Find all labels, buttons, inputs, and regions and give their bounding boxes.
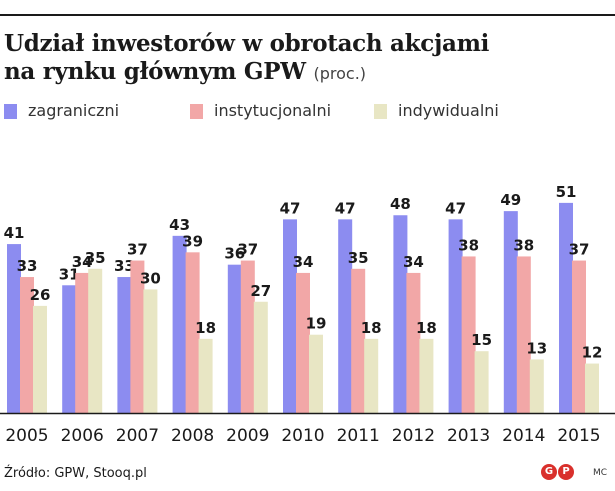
bar-instytucjonalni-2011 bbox=[351, 268, 366, 413]
value-label-instytucjonalni-2015: 37 bbox=[569, 241, 590, 259]
bar-chart: 4133262005313435200633373020074339182008… bbox=[0, 183, 615, 446]
bar-indywidualni-2007 bbox=[143, 289, 158, 413]
value-label-indywidualni-2008: 18 bbox=[195, 319, 216, 337]
logo-letter-g: G bbox=[541, 464, 557, 480]
legend-label-zagraniczni: zagraniczni bbox=[28, 101, 120, 120]
bar-zagraniczni-2008 bbox=[172, 235, 187, 413]
bar-instytucjonalni-2010 bbox=[296, 272, 310, 413]
value-label-instytucjonalni-2009: 37 bbox=[237, 241, 258, 259]
bar-indywidualni-2015 bbox=[585, 363, 599, 413]
value-label-zagraniczni-2008: 43 bbox=[169, 216, 190, 234]
value-label-indywidualni-2012: 18 bbox=[416, 319, 437, 337]
value-label-zagraniczni-2005: 41 bbox=[4, 224, 25, 242]
value-label-indywidualni-2013: 15 bbox=[471, 331, 492, 349]
bar-zagraniczni-2012 bbox=[393, 215, 408, 413]
value-label-instytucjonalni-2006: 34 bbox=[72, 253, 93, 271]
bar-zagraniczni-2013 bbox=[448, 219, 463, 413]
bar-instytucjonalni-2005 bbox=[20, 277, 34, 413]
value-label-zagraniczni-2007: 33 bbox=[114, 257, 135, 275]
legend: zagraniczni instytucjonalni indywidualni bbox=[4, 101, 604, 121]
x-tick-label-2009: 2009 bbox=[226, 426, 269, 446]
value-label-indywidualni-2015: 12 bbox=[582, 344, 603, 362]
x-tick-label-2011: 2011 bbox=[337, 426, 380, 446]
bar-indywidualni-2010 bbox=[309, 334, 323, 413]
bar-instytucjonalni-2013 bbox=[461, 256, 476, 413]
x-tick-label-2014: 2014 bbox=[502, 426, 545, 446]
value-label-indywidualni-2009: 27 bbox=[250, 282, 271, 300]
bar-instytucjonalni-2006 bbox=[75, 272, 90, 413]
value-label-instytucjonalni-2013: 38 bbox=[458, 236, 479, 254]
bar-zagraniczni-2014 bbox=[503, 211, 518, 413]
bar-indywidualni-2011 bbox=[364, 338, 379, 413]
value-label-zagraniczni-2006: 31 bbox=[59, 265, 80, 283]
value-label-instytucjonalni-2010: 34 bbox=[293, 253, 314, 271]
bar-indywidualni-2005 bbox=[33, 305, 47, 413]
x-tick-label-2013: 2013 bbox=[447, 426, 490, 446]
logo-letter-p: P bbox=[558, 464, 574, 480]
title-line-1: Udział inwestorów w obrotach akcjami bbox=[4, 30, 490, 57]
value-label-instytucjonalni-2012: 34 bbox=[403, 253, 424, 271]
x-tick-label-2006: 2006 bbox=[61, 426, 104, 446]
bar-instytucjonalni-2015 bbox=[572, 260, 586, 413]
bar-instytucjonalni-2008 bbox=[185, 252, 200, 413]
author-signature: MC bbox=[593, 468, 608, 478]
value-label-indywidualni-2006: 35 bbox=[85, 249, 106, 267]
title-unit: (proc.) bbox=[313, 64, 367, 83]
value-label-zagraniczni-2011: 47 bbox=[335, 199, 356, 217]
value-label-zagraniczni-2009: 36 bbox=[224, 245, 245, 263]
value-label-instytucjonalni-2014: 38 bbox=[513, 236, 534, 254]
bar-zagraniczni-2009 bbox=[227, 264, 242, 413]
bar-zagraniczni-2005 bbox=[7, 244, 21, 413]
bar-indywidualni-2012 bbox=[419, 338, 434, 413]
bar-zagraniczni-2007 bbox=[117, 277, 132, 413]
value-label-zagraniczni-2013: 47 bbox=[445, 199, 466, 217]
bar-instytucjonalni-2014 bbox=[516, 256, 531, 413]
value-label-indywidualni-2014: 13 bbox=[526, 339, 547, 357]
chart-title: Udział inwestorów w obrotach akcjami na … bbox=[4, 30, 604, 88]
value-label-indywidualni-2010: 19 bbox=[306, 315, 327, 333]
value-label-instytucjonalni-2007: 37 bbox=[127, 241, 148, 259]
x-tick-label-2010: 2010 bbox=[281, 426, 324, 446]
value-label-indywidualni-2007: 30 bbox=[140, 269, 161, 287]
value-label-instytucjonalni-2005: 33 bbox=[17, 257, 38, 275]
x-tick-label-2005: 2005 bbox=[5, 426, 48, 446]
x-tick-label-2007: 2007 bbox=[116, 426, 159, 446]
value-label-indywidualni-2005: 26 bbox=[30, 286, 51, 304]
x-tick-label-2012: 2012 bbox=[392, 426, 435, 446]
legend-swatch-indywidualni bbox=[374, 104, 387, 119]
bar-indywidualni-2008 bbox=[198, 338, 213, 413]
title-line-2: na rynku głównym GPW (proc.) bbox=[4, 58, 604, 88]
value-label-zagraniczni-2012: 48 bbox=[390, 195, 411, 213]
x-tick-label-2015: 2015 bbox=[557, 426, 600, 446]
bar-zagraniczni-2006 bbox=[62, 285, 77, 413]
value-label-indywidualni-2011: 18 bbox=[361, 319, 382, 337]
value-label-zagraniczni-2014: 49 bbox=[500, 191, 521, 209]
legend-swatch-instytucjonalni bbox=[190, 104, 203, 119]
bar-instytucjonalni-2009 bbox=[240, 260, 255, 413]
value-label-zagraniczni-2015: 51 bbox=[556, 183, 577, 201]
bar-zagraniczni-2010 bbox=[283, 219, 297, 413]
bar-indywidualni-2014 bbox=[529, 359, 544, 413]
bar-indywidualni-2009 bbox=[253, 301, 268, 413]
bar-zagraniczni-2015 bbox=[559, 202, 573, 413]
bar-instytucjonalni-2007 bbox=[130, 260, 145, 413]
legend-swatch-zagraniczni bbox=[4, 104, 17, 119]
x-tick-label-2008: 2008 bbox=[171, 426, 214, 446]
bar-indywidualni-2006 bbox=[88, 268, 103, 413]
value-label-instytucjonalni-2008: 39 bbox=[182, 232, 203, 250]
publisher-logo: G P bbox=[541, 464, 575, 482]
bar-zagraniczni-2011 bbox=[338, 219, 353, 413]
value-label-zagraniczni-2010: 47 bbox=[280, 199, 301, 217]
legend-label-instytucjonalni: instytucjonalni bbox=[214, 101, 332, 120]
top-rule bbox=[0, 14, 615, 16]
source-note: Źródło: GPW, Stooq.pl bbox=[4, 466, 147, 481]
title-line-2-text: na rynku głównym GPW bbox=[4, 58, 306, 85]
bar-instytucjonalni-2012 bbox=[406, 272, 421, 413]
bar-indywidualni-2013 bbox=[474, 351, 489, 413]
value-label-instytucjonalni-2011: 35 bbox=[348, 249, 369, 267]
legend-label-indywidualni: indywidualni bbox=[398, 101, 499, 120]
